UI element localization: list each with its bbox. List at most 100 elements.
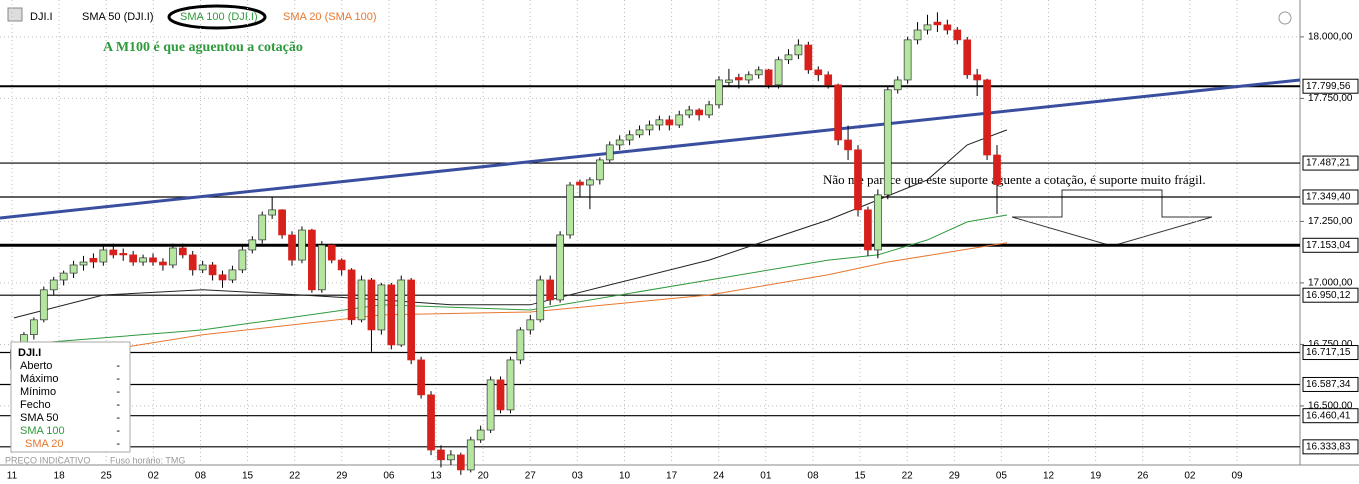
candle-body [864,209,872,251]
x-tick-label: 15 [242,471,254,482]
candle-body [893,79,902,91]
candle-body [486,379,495,431]
candle-body [993,154,1001,185]
candle-body [774,59,783,86]
sma-line [13,242,1007,366]
level-label-box [1302,376,1359,392]
candle-body [188,254,197,271]
candle-body [973,74,981,81]
level-label-box [1302,189,1359,205]
candle-body [218,274,227,281]
candle-body [695,109,703,116]
candle-body [317,244,326,291]
candle-body [794,44,803,56]
info-value: - [116,386,120,398]
info-value: - [116,425,120,437]
x-tick-label: 29 [336,471,348,482]
candle-body [635,129,644,136]
info-value: - [116,399,120,411]
candle-body [387,284,396,346]
info-title: DJI.I [18,347,41,359]
indicator[interactable]: SMA 20 (SMA 100) [283,11,377,23]
candle-body [377,284,386,331]
candle-body [39,289,48,321]
candle-body [347,269,356,321]
candle-body [437,449,445,461]
info-label: Aberto [20,360,52,372]
candle-body [198,264,207,271]
sma-line [13,129,1008,319]
indicator[interactable]: SMA 100 (DJI.I) [180,11,258,23]
candle-body [824,74,833,86]
candle-body [625,134,634,141]
footer: Fuso horário: TMG [110,455,185,465]
annotation: Não me parece que este suporte aguente a… [823,172,1206,187]
candle-body [397,279,406,346]
candle-body [496,379,505,411]
symbol[interactable]: DJI.I [30,11,53,23]
x-tick-label: 02 [1184,471,1196,482]
x-tick-label: 12 [1043,471,1055,482]
level-label-box [1302,78,1359,94]
level-label: 16.587,34 [1306,379,1351,390]
candle-body [536,279,545,321]
arrow-shape [1011,189,1213,247]
candle-body [645,124,654,131]
candle-body [288,234,296,261]
y-tick-label: 17.000,00 [1308,278,1353,289]
info-label: Mínimo [20,386,56,398]
x-tick-label: 05 [996,471,1008,482]
x-tick-label: 13 [430,471,442,482]
level-label: 17.487,21 [1306,158,1351,169]
footer: PREÇO INDICATIVO [5,455,90,465]
candle-body [595,159,604,181]
candle-body [734,77,743,81]
info-panel: DJI.I Aberto - Máximo - Mínimo - Fecho - SMA 50 -… [10,341,131,453]
symbol-icon [7,7,23,22]
candle-body [238,249,247,271]
y-tick-label: 17.750,00 [1308,93,1353,104]
x-tick-label: 11 [7,471,18,482]
candle-body [566,184,574,236]
highlight-ellipse [167,4,267,30]
candle-body [963,39,972,76]
candle-body [447,454,455,461]
candle-body [903,39,912,81]
candle-body [814,69,823,76]
candle-body [923,24,932,31]
indicator[interactable]: SMA 50 (DJI.I) [82,11,154,23]
candle-body [764,69,773,86]
x-tick-label: 29 [949,471,961,482]
info-label: SMA 20 [25,438,64,450]
candle-body [506,359,515,411]
candle-body [526,319,535,331]
candle-body [208,264,217,276]
level-label: 16.460,41 [1306,410,1351,421]
candle-body [427,394,435,451]
candle-body [119,253,128,256]
info-value: - [116,412,120,424]
info-box [10,341,131,453]
candle-body [109,249,118,256]
x-tick-label: 22 [902,471,914,482]
candle-body [913,29,922,41]
level-label-box [1302,345,1359,361]
info-label: SMA 100 [20,425,65,437]
y-tick-label: 16.500,00 [1308,401,1353,412]
candle-body [804,44,813,71]
candle-body [298,229,306,261]
candle-body [675,114,684,126]
level-label: 16.333,83 [1306,441,1351,452]
candle-body [367,279,376,331]
candle-body [844,139,852,151]
info-value: - [116,360,120,372]
candle-body [665,119,674,126]
candle-body [715,79,723,106]
level-label-box [1302,287,1359,303]
clock-icon[interactable] [1278,11,1292,25]
x-tick-label: 18 [54,471,66,482]
candle-body [278,209,286,236]
candle-body [89,257,98,263]
x-tick-label: 19 [1090,471,1102,482]
x-tick-label: 15 [855,471,867,482]
